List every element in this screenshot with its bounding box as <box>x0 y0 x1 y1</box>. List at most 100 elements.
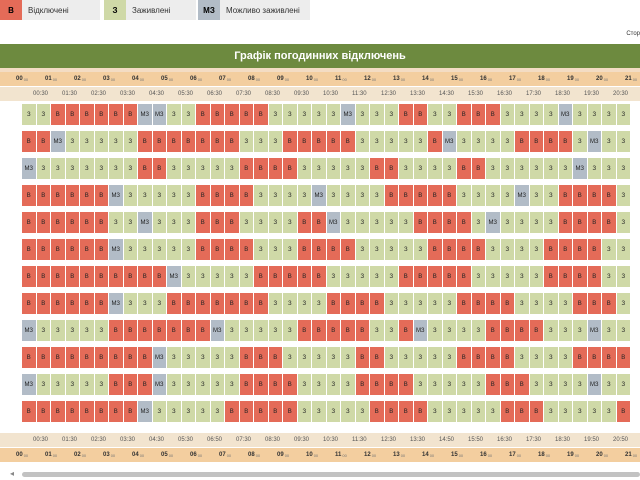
schedule-cell[interactable]: В <box>326 293 341 315</box>
schedule-cell[interactable]: В <box>254 347 269 369</box>
schedule-cell[interactable]: В <box>36 131 51 153</box>
schedule-cell[interactable]: З <box>239 320 254 342</box>
schedule-cell[interactable]: З <box>384 131 399 153</box>
schedule-cell[interactable]: З <box>268 239 283 261</box>
schedule-cell[interactable]: З <box>515 347 530 369</box>
schedule-cell[interactable]: З <box>529 212 544 234</box>
schedule-cell[interactable]: З <box>210 374 225 396</box>
schedule-cell[interactable]: З <box>428 158 443 180</box>
schedule-cell[interactable]: В <box>94 401 109 423</box>
schedule-cell[interactable]: З <box>471 185 486 207</box>
schedule-cell[interactable]: В <box>22 293 37 315</box>
schedule-cell[interactable]: З <box>51 158 66 180</box>
schedule-cell[interactable]: В <box>225 239 240 261</box>
schedule-cell[interactable]: В <box>152 131 167 153</box>
schedule-cell[interactable]: З <box>515 104 530 126</box>
schedule-cell[interactable]: В <box>399 320 414 342</box>
schedule-cell[interactable]: З <box>442 158 457 180</box>
schedule-cell[interactable]: З <box>616 104 631 126</box>
schedule-cell[interactable]: З <box>138 293 153 315</box>
schedule-cell[interactable]: З <box>442 320 457 342</box>
schedule-cell[interactable]: В <box>239 104 254 126</box>
schedule-cell[interactable]: З <box>399 347 414 369</box>
schedule-cell[interactable]: В <box>22 401 37 423</box>
schedule-cell[interactable]: В <box>428 266 443 288</box>
schedule-cell[interactable]: В <box>196 293 211 315</box>
schedule-cell[interactable]: З <box>196 374 211 396</box>
schedule-cell[interactable]: З <box>370 104 385 126</box>
schedule-cell[interactable]: В <box>239 293 254 315</box>
schedule-cell[interactable]: В <box>326 320 341 342</box>
schedule-cell[interactable]: З <box>573 104 588 126</box>
schedule-cell[interactable]: В <box>587 185 602 207</box>
schedule-cell[interactable]: МЗ <box>22 320 37 342</box>
schedule-cell[interactable]: З <box>152 293 167 315</box>
schedule-cell[interactable]: З <box>326 347 341 369</box>
schedule-cell[interactable]: В <box>573 239 588 261</box>
schedule-cell[interactable]: В <box>442 212 457 234</box>
schedule-cell[interactable]: З <box>413 374 428 396</box>
schedule-cell[interactable]: МЗ <box>515 185 530 207</box>
schedule-cell[interactable]: З <box>94 320 109 342</box>
schedule-cell[interactable]: В <box>210 131 225 153</box>
schedule-cell[interactable]: З <box>602 401 617 423</box>
schedule-cell[interactable]: З <box>457 131 472 153</box>
schedule-cell[interactable]: В <box>65 347 80 369</box>
schedule-cell[interactable]: В <box>225 293 240 315</box>
schedule-cell[interactable]: З <box>326 158 341 180</box>
schedule-cell[interactable]: З <box>326 374 341 396</box>
schedule-cell[interactable]: В <box>239 401 254 423</box>
schedule-cell[interactable]: В <box>529 320 544 342</box>
schedule-cell[interactable]: В <box>312 320 327 342</box>
schedule-cell[interactable]: З <box>283 212 298 234</box>
schedule-cell[interactable]: З <box>123 185 138 207</box>
schedule-cell[interactable]: МЗ <box>312 185 327 207</box>
schedule-cell[interactable]: В <box>80 104 95 126</box>
schedule-cell[interactable]: В <box>181 320 196 342</box>
schedule-cell[interactable]: З <box>616 131 631 153</box>
schedule-cell[interactable]: З <box>355 131 370 153</box>
schedule-cell[interactable]: В <box>384 401 399 423</box>
schedule-cell[interactable]: В <box>109 104 124 126</box>
schedule-cell[interactable]: В <box>65 239 80 261</box>
schedule-cell[interactable]: З <box>138 185 153 207</box>
schedule-cell[interactable]: МЗ <box>587 131 602 153</box>
schedule-cell[interactable]: В <box>370 347 385 369</box>
schedule-cell[interactable]: В <box>152 320 167 342</box>
schedule-cell[interactable]: В <box>123 266 138 288</box>
schedule-cell[interactable]: З <box>196 266 211 288</box>
schedule-cell[interactable]: В <box>51 347 66 369</box>
schedule-cell[interactable]: З <box>239 212 254 234</box>
schedule-cell[interactable]: З <box>181 185 196 207</box>
schedule-cell[interactable]: З <box>471 212 486 234</box>
schedule-cell[interactable]: З <box>544 320 559 342</box>
schedule-cell[interactable]: В <box>500 401 515 423</box>
schedule-cell[interactable]: В <box>297 239 312 261</box>
schedule-cell[interactable]: В <box>370 401 385 423</box>
schedule-cell[interactable]: З <box>573 320 588 342</box>
schedule-cell[interactable]: В <box>399 185 414 207</box>
schedule-cell[interactable]: В <box>51 401 66 423</box>
schedule-cell[interactable]: З <box>602 374 617 396</box>
schedule-cell[interactable]: В <box>370 374 385 396</box>
schedule-cell[interactable]: З <box>210 266 225 288</box>
schedule-cell[interactable]: В <box>123 347 138 369</box>
schedule-cell[interactable]: В <box>457 293 472 315</box>
schedule-cell[interactable]: В <box>239 347 254 369</box>
schedule-cell[interactable]: В <box>210 293 225 315</box>
schedule-cell[interactable]: З <box>457 320 472 342</box>
schedule-cell[interactable]: В <box>500 374 515 396</box>
page-link[interactable]: Стор <box>626 31 640 37</box>
schedule-cell[interactable]: З <box>268 185 283 207</box>
schedule-cell[interactable]: В <box>399 104 414 126</box>
schedule-cell[interactable]: В <box>312 131 327 153</box>
schedule-cell[interactable]: В <box>515 131 530 153</box>
schedule-cell[interactable]: З <box>428 320 443 342</box>
schedule-cell[interactable]: В <box>558 212 573 234</box>
schedule-cell[interactable]: З <box>370 212 385 234</box>
schedule-cell[interactable]: З <box>413 293 428 315</box>
horizontal-scrollbar[interactable]: ◂ <box>0 468 640 480</box>
schedule-cell[interactable]: З <box>558 401 573 423</box>
schedule-cell[interactable]: З <box>123 212 138 234</box>
schedule-cell[interactable]: В <box>36 293 51 315</box>
